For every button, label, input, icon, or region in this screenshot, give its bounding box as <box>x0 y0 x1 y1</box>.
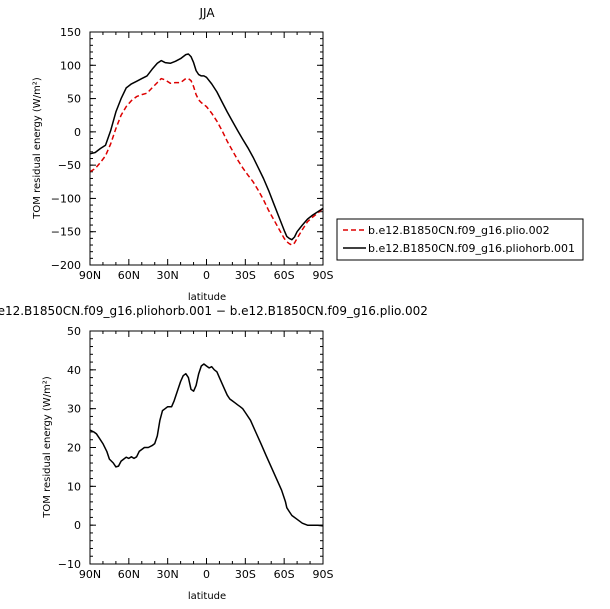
x-tick-label: 60S <box>274 568 295 581</box>
lower-chart-ylabel: TOM residual energy (W/m²) <box>42 376 53 519</box>
y-tick-label: 150 <box>60 26 81 39</box>
x-tick-label: 30S <box>235 568 256 581</box>
series-line-0-0 <box>89 77 324 246</box>
y-tick-label: −200 <box>51 259 81 272</box>
x-tick-label: 60N <box>118 568 140 581</box>
upper-chart: JJA 90N 60N 30N 0 30S 60S 90S −200 −150 −100 −50 0 5… <box>32 6 334 303</box>
y-tick-label: 40 <box>67 364 81 377</box>
lower-chart-frame <box>89 330 324 565</box>
upper-chart-xlabel: latitude <box>188 292 226 303</box>
x-tick-label: 30N <box>157 269 179 282</box>
y-tick-label: 0 <box>74 126 81 139</box>
x-tick-label: 90S <box>313 568 334 581</box>
series-line-1-0 <box>89 363 324 527</box>
upper-chart-series <box>89 53 324 246</box>
y-tick-label: 20 <box>67 442 81 455</box>
x-tick-label: 0 <box>203 568 210 581</box>
lower-chart: b.e12.B1850CN.f09_g16.pliohorb.001 − b.e… <box>0 304 428 602</box>
y-tick-label: 0 <box>74 519 81 532</box>
legend-label-pliohorb: b.e12.B1850CN.f09_g16.pliohorb.001 <box>368 242 575 255</box>
legend-box <box>336 218 584 261</box>
y-tick-label: −150 <box>51 226 81 239</box>
y-tick-label: −10 <box>58 558 81 571</box>
upper-chart-frame <box>89 31 324 266</box>
x-tick-label: 60N <box>118 269 140 282</box>
upper-chart-ylabel: TOM residual energy (W/m²) <box>32 77 43 220</box>
lower-chart-series <box>89 363 324 527</box>
legend-label-plio: b.e12.B1850CN.f09_g16.plio.002 <box>368 224 550 237</box>
x-tick-label: 0 <box>203 269 210 282</box>
x-tick-label: 90N <box>79 269 101 282</box>
upper-chart-title: JJA <box>198 6 215 20</box>
lower-chart-xlabel: latitude <box>188 591 226 602</box>
y-tick-label: 50 <box>67 325 81 338</box>
y-tick-label: 100 <box>60 59 81 72</box>
x-tick-label: 90N <box>79 568 101 581</box>
legend: b.e12.B1850CN.f09_g16.plio.002 b.e12.B18… <box>336 218 584 261</box>
x-tick-label: 60S <box>274 269 295 282</box>
upper-chart-ticks: 90N 60N 30N 0 30S 60S 90S −200 −150 −100 −50 0 50 100… <box>51 26 334 282</box>
y-tick-label: 30 <box>67 403 81 416</box>
lower-chart-title: b.e12.B1850CN.f09_g16.pliohorb.001 − b.e… <box>0 304 428 318</box>
lower-chart-ticks: 90N 60N 30N 0 30S 60S 90S −10 0 10 20 30 40 50 <box>58 325 334 581</box>
series-line-0-1 <box>89 53 324 241</box>
x-tick-label: 30N <box>157 568 179 581</box>
y-tick-label: −50 <box>58 159 81 172</box>
x-tick-label: 30S <box>235 269 256 282</box>
y-tick-label: 10 <box>67 480 81 493</box>
x-tick-label: 90S <box>313 269 334 282</box>
y-tick-label: 50 <box>67 93 81 106</box>
y-tick-label: −100 <box>51 192 81 205</box>
